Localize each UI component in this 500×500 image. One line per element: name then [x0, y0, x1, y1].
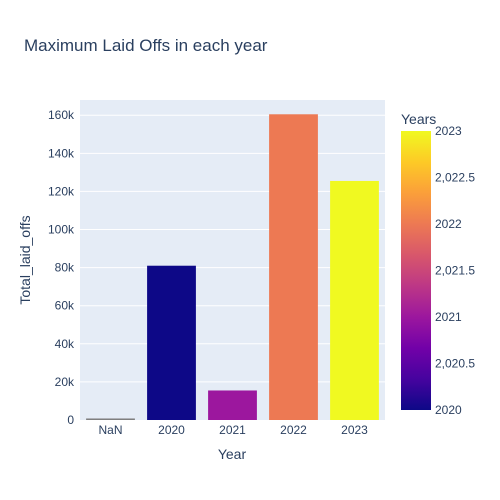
colorbar-tick-label: 2,021.5	[435, 264, 475, 278]
colorbar-tick-label: 2,020.5	[435, 357, 475, 371]
x-tick-label: 2021	[219, 423, 246, 437]
colorbar-tick-label: 2020	[435, 403, 462, 417]
colorbar-tick-label: 2022	[435, 217, 462, 231]
x-axis-ticks: NaN 2020 2021 2022 2023	[98, 423, 368, 437]
colorbar-tick-label: 2021	[435, 310, 462, 324]
x-tick-label: 2022	[280, 423, 307, 437]
y-tick-label: 100k	[48, 223, 75, 237]
x-tick-label: 2020	[158, 423, 185, 437]
y-tick-label: 60k	[55, 299, 75, 313]
bar-2023[interactable]	[330, 180, 379, 420]
y-tick-label: 20k	[55, 375, 75, 389]
bar-2021[interactable]	[208, 390, 257, 420]
colorbar-ticks: 2020 2,020.5 2021 2,021.5 2022 2,022.5 2023	[435, 124, 475, 417]
colorbar-tick-label: 2,022.5	[435, 171, 475, 185]
y-tick-label: 140k	[48, 146, 75, 160]
y-tick-label: 160k	[48, 108, 75, 122]
colorbar	[401, 131, 431, 410]
chart-title: Maximum Laid Offs in each year	[24, 36, 268, 55]
gridlines	[80, 114, 385, 383]
bar-2022[interactable]	[269, 114, 318, 421]
x-tick-label: NaN	[98, 423, 122, 437]
colorbar-tick-label: 2023	[435, 124, 462, 138]
y-axis-ticks: 0 20k 40k 60k 80k 100k 120k 140k 160k	[48, 108, 75, 427]
y-axis-title: Total_laid_offs	[17, 215, 33, 304]
y-tick-label: 0	[67, 413, 74, 427]
bar-NaN[interactable]	[86, 418, 135, 420]
bars	[86, 114, 379, 421]
y-tick-label: 40k	[55, 337, 75, 351]
y-tick-label: 120k	[48, 184, 75, 198]
x-tick-label: 2023	[341, 423, 368, 437]
y-tick-label: 80k	[55, 261, 75, 275]
colorbar-title: Years	[401, 111, 436, 127]
x-axis-title: Year	[218, 446, 247, 462]
bar-2020[interactable]	[147, 265, 196, 420]
